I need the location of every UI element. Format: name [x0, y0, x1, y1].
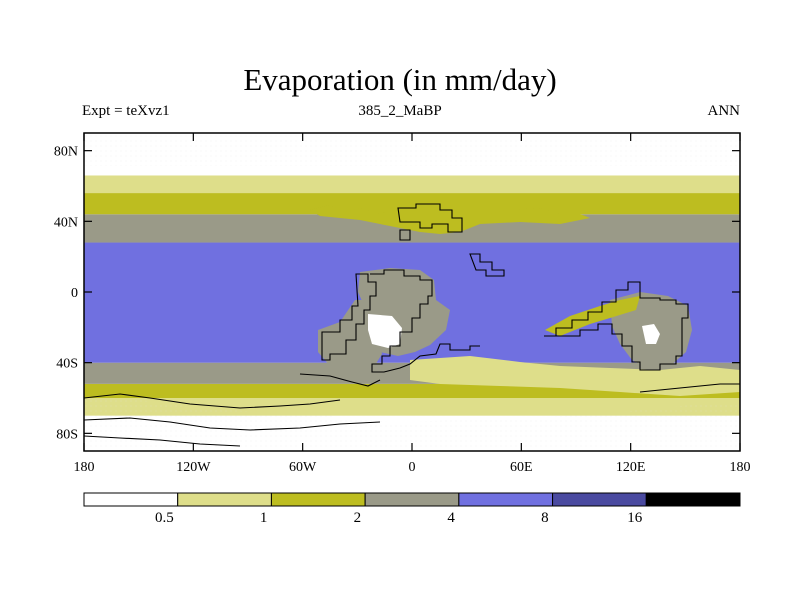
colorbar: 0.5 1 2 4 8 16: [83, 492, 741, 526]
south-asia-land: [545, 296, 640, 336]
y-tick-label-3: 40S: [56, 357, 78, 372]
x-tick-label-4: 60E: [510, 460, 533, 475]
band-7: [84, 193, 740, 215]
asia-coast: [544, 281, 689, 371]
africa-coast: [370, 269, 480, 373]
antarctic-coast-1: [84, 393, 341, 409]
eurasia-coast: [397, 203, 463, 233]
x-tick-label-0: 180: [74, 460, 95, 475]
x-tick-label-5: 120E: [616, 460, 646, 475]
colorbar-swatch-0: [83, 492, 179, 507]
chart-title: Evaporation (in mm/day): [243, 62, 557, 97]
colorbar-swatch-2: [270, 492, 366, 507]
band-8: [84, 175, 740, 194]
southern-land-strip: [410, 356, 740, 396]
x-tick-label-1: 120W: [176, 460, 211, 475]
colorbar-swatch-1: [177, 492, 272, 507]
colorbar-swatch-3: [364, 492, 460, 507]
axes: 180 120W 60W 0 60E 120E 180 80N 40N 0 40S 80S: [54, 133, 751, 475]
y-tick-label-2: 0: [71, 286, 78, 301]
colorbar-label-5: 16: [627, 510, 643, 526]
colorbar-label-1: 1: [260, 510, 268, 526]
experiment-label: Expt = teXvz1: [82, 103, 170, 119]
colorbar-swatch-6: [645, 492, 741, 507]
colorbar-label-3: 4: [447, 510, 455, 526]
small-island-coast: [399, 229, 411, 241]
antarctica-white: [84, 400, 740, 451]
x-tick-label-3: 0: [409, 460, 416, 475]
y-tick-label-4: 80S: [56, 427, 78, 442]
antarctic-coast-5: [299, 373, 381, 387]
colorbar-label-4: 8: [541, 510, 549, 526]
antarctic-coast-4: [639, 383, 740, 393]
coastlines: [84, 203, 740, 447]
south-america-coast: [321, 273, 377, 361]
colorbar-label-2: 2: [354, 510, 362, 526]
australia-dry-white: [642, 324, 660, 344]
antarctic-coast-3: [84, 435, 241, 447]
antarctic-coast-2: [84, 417, 381, 431]
y-tick-label-1: 40N: [54, 215, 78, 230]
arabia-coast: [469, 253, 505, 277]
eurasia-land-green: [310, 205, 590, 234]
colorbar-label-0: 0.5: [155, 510, 174, 526]
y-tick-label-0: 80N: [54, 145, 78, 160]
colorbar-swatch-5: [552, 492, 647, 507]
x-tick-label-2: 60W: [289, 460, 317, 475]
x-tick-label-6: 180: [730, 460, 751, 475]
season-label: ANN: [707, 103, 741, 119]
dry-patch-white: [368, 314, 402, 348]
subtitle-label: 385_2_MaBP: [358, 103, 442, 119]
colorbar-swatch-4: [458, 492, 554, 507]
